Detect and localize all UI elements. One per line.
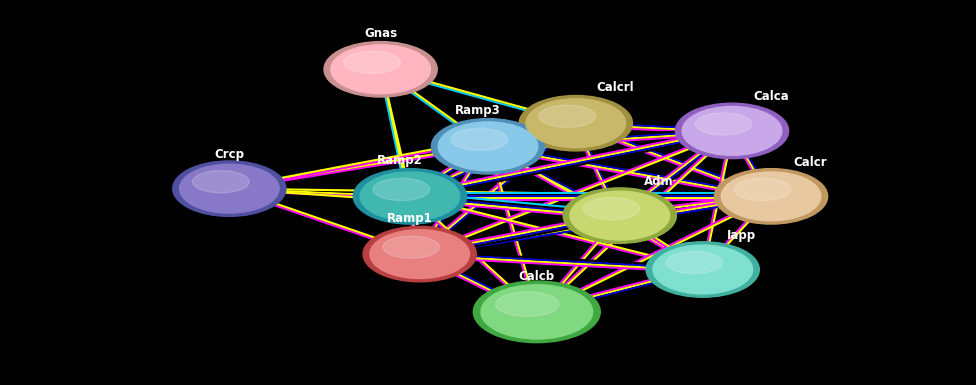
Ellipse shape [173,161,286,216]
Ellipse shape [373,178,429,201]
Text: Calcb: Calcb [518,270,555,283]
Ellipse shape [473,281,600,343]
Ellipse shape [363,226,476,282]
Text: Ramp1: Ramp1 [387,212,432,225]
Text: Calcrl: Calcrl [596,81,633,94]
Ellipse shape [526,99,626,147]
Ellipse shape [481,285,592,339]
Text: Gnas: Gnas [364,27,397,40]
Ellipse shape [539,105,595,127]
Ellipse shape [360,172,460,221]
Ellipse shape [180,164,279,213]
Ellipse shape [721,172,821,221]
Ellipse shape [666,251,722,274]
Ellipse shape [583,198,639,220]
Ellipse shape [331,45,430,94]
Text: Ramp2: Ramp2 [378,154,423,167]
Ellipse shape [563,188,676,243]
Ellipse shape [438,122,538,171]
Text: Adm: Adm [644,175,673,188]
Text: Calca: Calca [753,90,789,103]
Ellipse shape [344,51,400,74]
Ellipse shape [383,236,439,258]
Text: Calcr: Calcr [793,156,827,169]
Ellipse shape [370,230,469,278]
Ellipse shape [675,103,789,159]
Ellipse shape [570,191,670,240]
Ellipse shape [714,169,828,224]
Ellipse shape [653,245,752,294]
Ellipse shape [353,169,467,224]
Text: Iapp: Iapp [727,229,756,242]
Ellipse shape [646,242,759,297]
Ellipse shape [192,171,249,193]
Ellipse shape [695,113,752,135]
Ellipse shape [451,128,508,151]
Ellipse shape [519,95,632,151]
Ellipse shape [496,292,559,316]
Text: Crcp: Crcp [215,148,244,161]
Ellipse shape [734,178,791,201]
Ellipse shape [324,42,437,97]
Ellipse shape [431,119,545,174]
Text: Ramp3: Ramp3 [456,104,501,117]
Ellipse shape [682,107,782,155]
